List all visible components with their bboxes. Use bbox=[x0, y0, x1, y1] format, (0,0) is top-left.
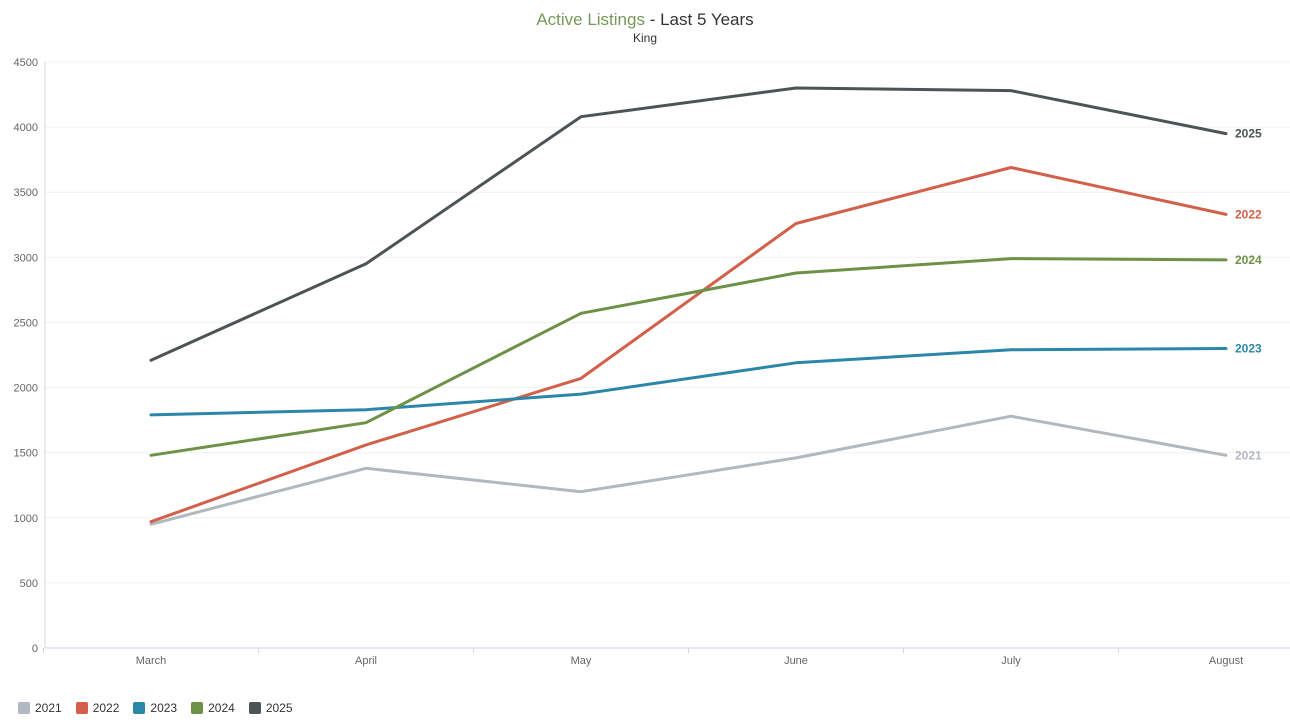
series-line-2022[interactable] bbox=[149, 166, 1228, 524]
y-axis-label-0: 0 bbox=[32, 643, 38, 655]
x-axis-label-may: May bbox=[571, 655, 592, 667]
legend-label-2025: 2025 bbox=[265, 701, 293, 715]
legend-label-2024: 2024 bbox=[208, 701, 235, 715]
legend-item-2024[interactable]: 2024 bbox=[191, 701, 235, 715]
series-line-2021[interactable] bbox=[149, 414, 1228, 526]
x-axis-label-april: April bbox=[355, 655, 377, 667]
series-end-label-2022: 2022 bbox=[1235, 207, 1262, 221]
y-axis-label-3000: 3000 bbox=[14, 252, 38, 264]
legend-swatch-2021 bbox=[18, 702, 30, 714]
series-line-2023[interactable] bbox=[149, 347, 1228, 417]
series-line-2025[interactable] bbox=[149, 86, 1228, 362]
series-end-label-2023: 2023 bbox=[1235, 342, 1262, 356]
series-line-2024[interactable] bbox=[149, 257, 1228, 457]
legend-swatch-2022 bbox=[75, 702, 88, 714]
series-end-label-2025: 2025 bbox=[1235, 127, 1262, 141]
y-axis-label-4500: 4500 bbox=[14, 57, 38, 69]
legend-label-2021: 2021 bbox=[35, 701, 62, 715]
y-axis-label-3500: 3500 bbox=[14, 187, 38, 199]
legend-item-2022[interactable]: 2022 bbox=[75, 701, 120, 715]
x-axis-label-july: July bbox=[1001, 655, 1021, 667]
legend-swatch-2023 bbox=[133, 702, 146, 714]
chart-legend: 2021 2022 2023 2024 2025 bbox=[18, 701, 293, 715]
legend-label-2022: 2022 bbox=[92, 701, 120, 715]
series-end-label-2024: 2024 bbox=[1235, 253, 1262, 267]
legend-swatch-2025 bbox=[248, 702, 261, 714]
y-axis-label-500: 500 bbox=[20, 578, 38, 590]
y-axis-label-2000: 2000 bbox=[14, 383, 38, 395]
x-axis-label-june: June bbox=[784, 655, 808, 667]
series-end-label-2021: 2021 bbox=[1235, 448, 1262, 462]
y-axis-label-4000: 4000 bbox=[14, 122, 38, 134]
legend-label-2023: 2023 bbox=[150, 701, 178, 715]
legend-swatch-2024 bbox=[191, 702, 204, 714]
legend-item-2023[interactable]: 2023 bbox=[133, 701, 177, 715]
y-axis-label-2500: 2500 bbox=[14, 317, 38, 329]
x-axis-label-august: August bbox=[1209, 655, 1243, 667]
y-axis-label-1500: 1500 bbox=[14, 448, 38, 460]
legend-item-2021[interactable]: 2021 bbox=[18, 701, 62, 715]
x-axis-label-march: March bbox=[136, 655, 167, 667]
legend-item-2025[interactable]: 2025 bbox=[248, 701, 293, 715]
y-axis-label-1000: 1000 bbox=[14, 513, 38, 525]
